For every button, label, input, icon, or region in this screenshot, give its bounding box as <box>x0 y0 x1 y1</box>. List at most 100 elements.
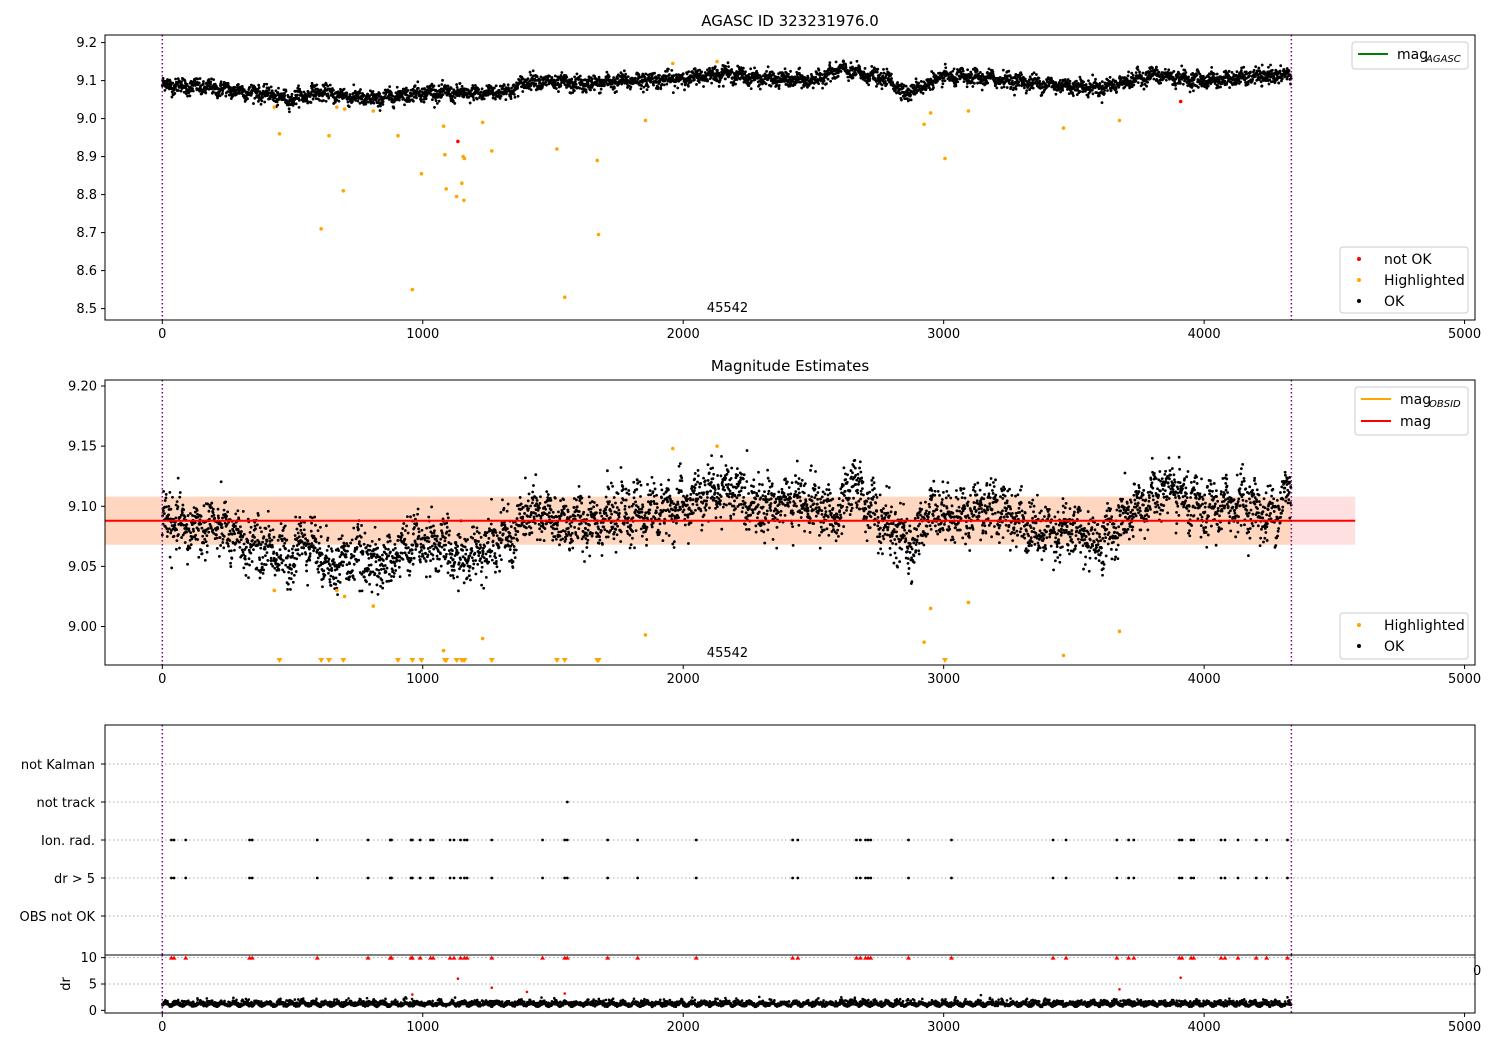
ok-point <box>185 530 188 534</box>
ok-point <box>261 556 265 559</box>
ok-point <box>1167 68 1171 72</box>
ok-point <box>433 106 436 109</box>
ok-point <box>247 557 251 561</box>
ok-point <box>241 550 245 554</box>
ok-point <box>1280 77 1284 81</box>
ok-point <box>1235 81 1239 85</box>
ok-point <box>203 537 207 541</box>
ok-point <box>446 84 450 88</box>
ok-point <box>164 492 168 496</box>
ok-point <box>248 86 251 89</box>
ok-point <box>177 89 180 92</box>
ok-point <box>271 564 275 568</box>
ok-point <box>246 97 249 101</box>
ok-point <box>299 528 303 532</box>
ok-point <box>359 88 362 91</box>
ok-point <box>248 563 251 567</box>
ok-point <box>603 83 606 87</box>
ok-point <box>215 547 219 550</box>
ok-point <box>420 99 423 103</box>
ok-point <box>234 512 238 516</box>
ok-point <box>176 476 180 480</box>
ok-point <box>197 555 201 559</box>
ok-point <box>379 104 382 108</box>
ok-point <box>205 87 209 91</box>
ok-point <box>889 72 893 76</box>
ok-point <box>1007 69 1011 73</box>
ok-point <box>1239 69 1243 72</box>
ok-point <box>462 95 466 99</box>
ok-point <box>300 552 304 556</box>
highlighted-point <box>596 232 601 237</box>
ok-point <box>404 86 408 90</box>
ok-point <box>952 67 956 71</box>
ok-point <box>955 77 959 81</box>
ok-point <box>783 67 787 71</box>
ok-point <box>834 60 838 64</box>
ok-point <box>189 512 192 515</box>
ok-point <box>516 86 519 90</box>
ok-point <box>1005 86 1009 89</box>
ok-point <box>230 532 234 536</box>
ok-point <box>653 71 656 75</box>
ok-point <box>352 83 356 87</box>
ok-point <box>290 92 294 96</box>
ok-point <box>366 92 369 96</box>
highlighted-point <box>371 109 376 113</box>
ok-point <box>1082 80 1085 84</box>
ok-point <box>239 525 242 529</box>
ok-point <box>296 93 299 97</box>
ok-point <box>254 527 257 531</box>
ok-point <box>249 551 253 555</box>
ok-point <box>1136 68 1140 72</box>
ok-point <box>529 73 533 77</box>
ok-point <box>196 77 200 81</box>
ok-point <box>362 93 366 97</box>
ok-point <box>1277 81 1281 85</box>
ok-point <box>280 561 284 565</box>
ok-point <box>291 554 294 558</box>
ok-point <box>267 533 271 536</box>
ok-point <box>1219 85 1222 89</box>
ok-point <box>875 84 878 88</box>
x-tick-label: 0 <box>158 327 166 342</box>
ok-point <box>880 83 884 87</box>
ok-point <box>294 102 298 106</box>
ok-point <box>943 79 947 83</box>
ok-point <box>315 83 319 87</box>
y-tick-label: 8.7 <box>76 226 97 241</box>
ok-point <box>218 536 222 539</box>
ok-point <box>504 98 508 102</box>
ok-point <box>477 88 481 91</box>
ok-point <box>298 553 301 557</box>
ok-point <box>1023 86 1026 90</box>
ok-point <box>772 72 775 76</box>
ok-point <box>221 91 224 95</box>
ok-point <box>1195 73 1199 77</box>
not-ok-point <box>1178 99 1183 104</box>
ok-point <box>176 77 180 81</box>
ok-point <box>962 80 966 84</box>
ok-point <box>435 101 439 105</box>
ok-point <box>554 87 558 90</box>
ok-point <box>1267 82 1271 86</box>
ok-point <box>168 555 172 559</box>
ok-point <box>1191 84 1194 88</box>
ok-point <box>197 528 200 532</box>
ok-point <box>286 554 290 558</box>
ok-point <box>882 67 885 71</box>
ok-point <box>205 534 209 538</box>
ok-point <box>415 96 418 100</box>
ok-point <box>255 523 259 527</box>
ok-point <box>863 66 867 70</box>
ok-point <box>207 527 210 530</box>
ok-point <box>370 97 373 101</box>
ok-point <box>1249 70 1252 74</box>
ok-point <box>1146 80 1150 84</box>
ok-point <box>222 508 226 512</box>
ok-point <box>673 84 677 88</box>
ok-point <box>275 100 279 104</box>
ok-point <box>263 547 267 551</box>
ok-point <box>236 509 240 513</box>
